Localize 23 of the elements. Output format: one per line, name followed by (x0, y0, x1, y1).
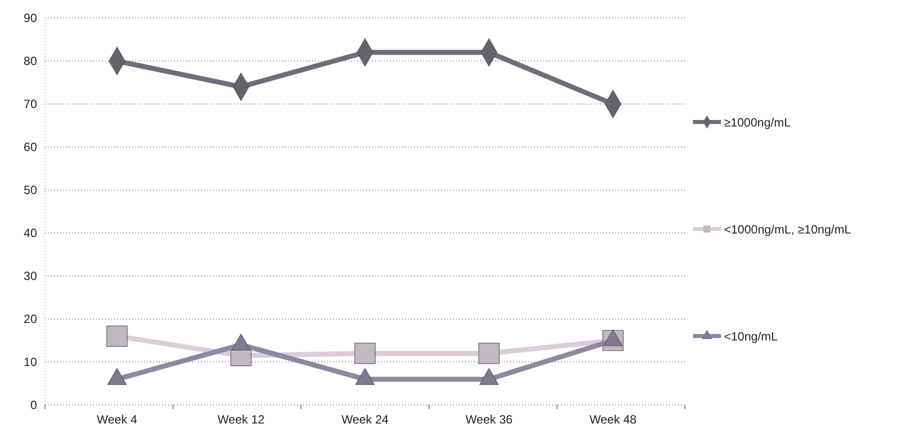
legend-label: <10ng/mL (724, 330, 778, 344)
y-tick-label: 10 (24, 354, 38, 369)
legend-label: <1000ng/mL, ≥10ng/mL (724, 222, 852, 236)
point (355, 368, 375, 385)
y-tick-label: 90 (24, 10, 38, 25)
x-tick-label: Week 24 (341, 412, 389, 427)
y-tick-label: 30 (24, 268, 38, 283)
x-tick-label: Week 12 (217, 412, 265, 427)
y-tick-label: 80 (24, 54, 38, 68)
y-tick-label: 70 (24, 96, 38, 111)
y-tick-label: 0 (30, 398, 38, 412)
x-tick-label: Week 36 (465, 412, 513, 427)
x-tick-label: Week 4 (96, 412, 138, 427)
x-tick-label: Week 48 (589, 412, 637, 427)
legend-label: ≥1000ng/mL (724, 116, 791, 130)
y-tick-label: 50 (24, 182, 38, 197)
y-tick-label: 60 (24, 140, 38, 154)
point (107, 368, 127, 385)
point (231, 334, 251, 350)
point (479, 368, 499, 385)
y-tick-label: 40 (24, 226, 38, 240)
point (603, 329, 623, 346)
y-tick-label: 20 (24, 312, 38, 326)
